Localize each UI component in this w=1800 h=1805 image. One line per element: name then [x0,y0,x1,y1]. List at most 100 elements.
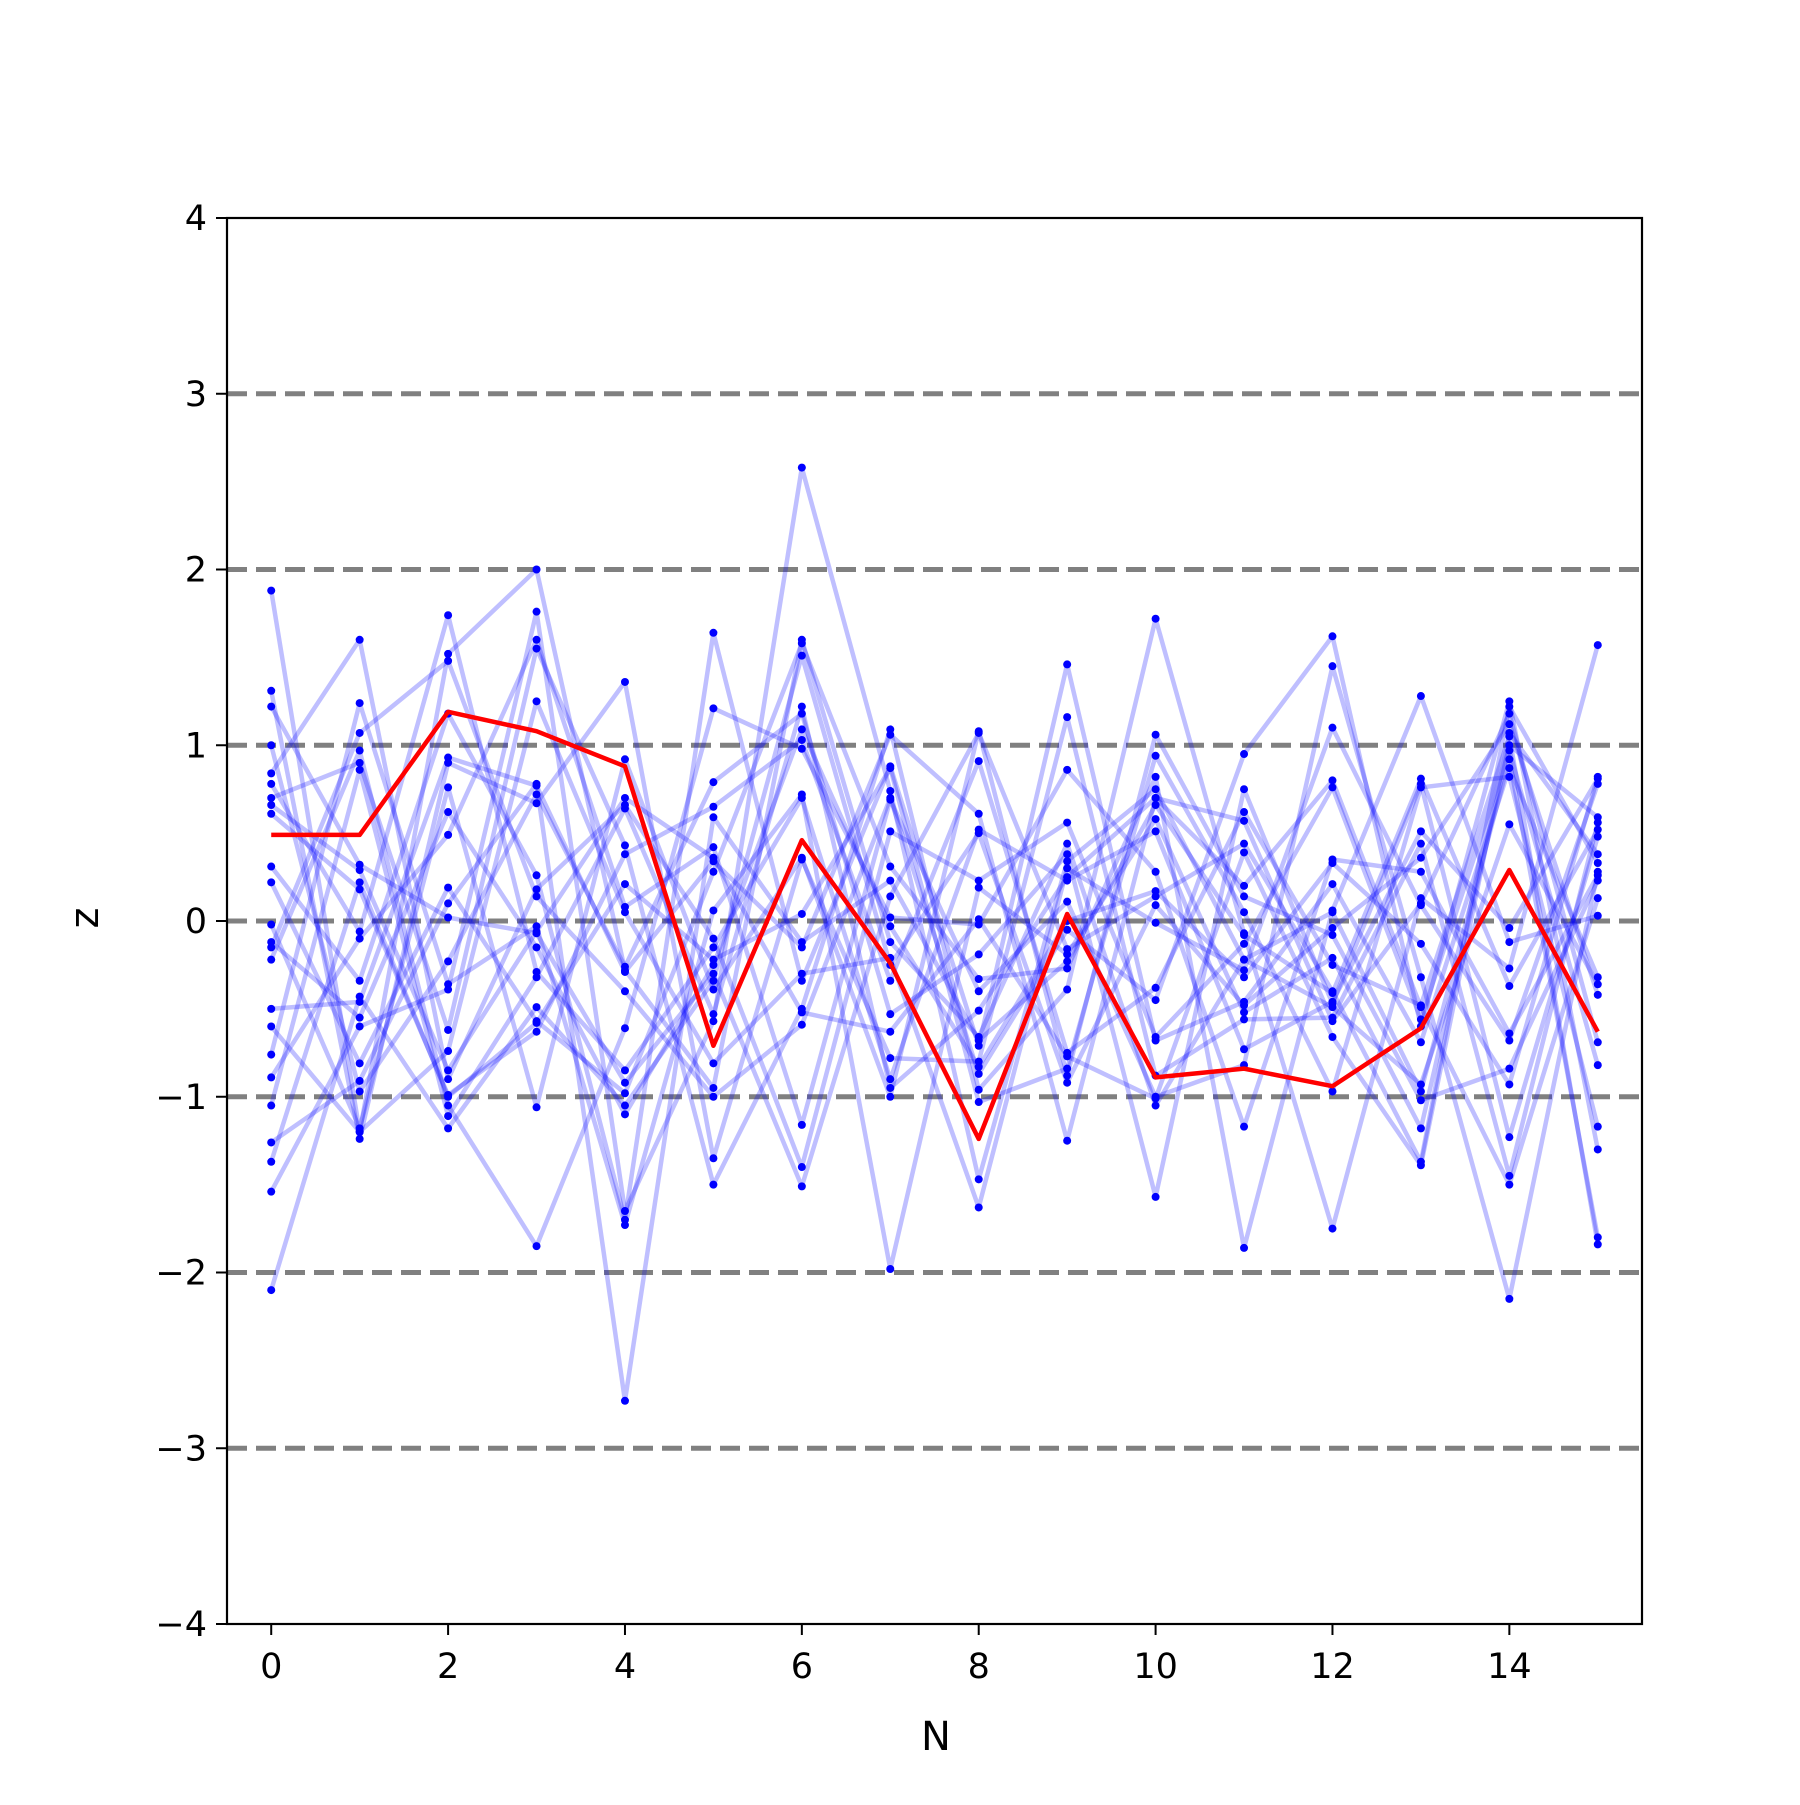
background-series-point [709,985,718,994]
background-series-point [1240,939,1249,948]
background-series-point [974,1085,983,1094]
background-series-point [886,922,895,931]
background-series-point [444,899,453,908]
background-series-point [709,628,718,637]
background-series-point [355,699,364,708]
background-series-point [1063,660,1072,669]
background-series-line [269,465,1600,1238]
background-series-point [355,765,364,774]
background-series-point [709,1083,718,1092]
background-series-point [797,790,806,799]
background-series-point [709,906,718,915]
background-series-point [1063,957,1072,966]
background-series-point [1593,859,1602,868]
background-series-point [1328,997,1337,1006]
background-series-point [267,1286,276,1295]
background-series-point [797,1120,806,1129]
background-series-point [1328,662,1337,671]
background-series-point [1240,785,1249,794]
background-series-point [267,1187,276,1196]
background-series-point [709,704,718,713]
background-series-point [1593,832,1602,841]
background-series-point [267,1101,276,1110]
background-series-point [1063,950,1072,959]
background-series-point [1416,1124,1425,1133]
background-series-point [1593,973,1602,982]
background-series-point [1240,808,1249,817]
background-series-line [269,637,1600,1170]
background-series-point [1505,1294,1514,1303]
background-series-point [620,967,629,976]
background-series-line [269,699,1600,1210]
background-series-point [1151,827,1160,836]
background-series-point [1593,1038,1602,1047]
background-series-point [1505,938,1514,947]
background-series-point [355,1087,364,1096]
background-series-point [886,1075,895,1084]
background-series-point [1063,1136,1072,1145]
background-series-line [269,612,1600,1082]
background-series-point [1416,827,1425,836]
background-series-point [620,850,629,859]
background-series-point [1505,1171,1514,1180]
background-series-point [1505,1180,1514,1189]
background-series-point [355,1022,364,1031]
background-series-point [974,876,983,885]
background-series-point [1151,996,1160,1005]
background-series-point [355,927,364,936]
background-series-point [709,1180,718,1189]
x-tick-label: 14 [1487,1647,1532,1687]
background-series-point [532,790,541,799]
background-series-point [1063,1071,1072,1080]
background-series-point [620,755,629,764]
background-series-point [355,1059,364,1068]
background-series-point [797,1182,806,1191]
background-series-point [1240,839,1249,848]
background-series-point [1240,908,1249,917]
background-series-point [620,1206,629,1215]
background-series-point [444,980,453,989]
background-series-point [620,804,629,813]
background-points-group [267,463,1602,1405]
background-series-point [1063,713,1072,722]
background-series-point [444,649,453,658]
background-series-point [532,607,541,616]
background-series-line [269,727,1600,1117]
background-series-point [886,1027,895,1036]
background-series-point [1063,1078,1072,1087]
background-series-point [1240,848,1249,857]
background-series-point [886,976,895,985]
background-series-line [269,630,1600,1223]
background-series-point [532,697,541,706]
background-series-point [1593,1240,1602,1249]
background-series-point [1416,867,1425,876]
background-series-point [974,1175,983,1184]
background-series-point [1416,774,1425,783]
background-series-point [1151,1036,1160,1045]
background-series-point [1328,783,1337,792]
background-series-point [1063,839,1072,848]
background-series-point [532,943,541,952]
background-series-point [620,902,629,911]
background-series-point [709,802,718,811]
background-series-point [1416,939,1425,948]
background-series-point [1593,911,1602,920]
background-series-point [532,1242,541,1251]
background-series-point [267,1004,276,1013]
background-series-point [797,744,806,753]
background-series-point [1151,983,1160,992]
background-series-point [797,1020,806,1029]
background-series-point [1328,776,1337,785]
background-series-point [709,1010,718,1019]
background-series-point [1593,980,1602,989]
background-series-point [1151,730,1160,739]
background-series-point [797,909,806,918]
background-series-point [355,885,364,894]
background-series-point [1240,966,1249,975]
background-series-point [709,969,718,978]
background-series-point [267,769,276,778]
background-series-point [1151,772,1160,781]
x-axis-ticks: 0 2 4 6 8 10 12 14 [260,1624,1532,1687]
background-series-point [1063,818,1072,827]
background-series-point [1505,728,1514,737]
